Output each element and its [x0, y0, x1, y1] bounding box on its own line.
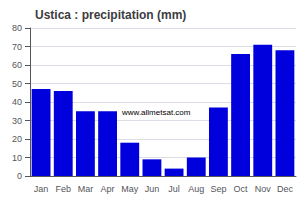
- svg-text:www.allmetsat.com: www.allmetsat.com: [121, 108, 191, 117]
- svg-text:30: 30: [12, 116, 22, 126]
- svg-text:0: 0: [17, 171, 22, 181]
- svg-text:Nov: Nov: [255, 184, 272, 194]
- svg-text:Oct: Oct: [234, 184, 249, 194]
- svg-text:Feb: Feb: [55, 184, 71, 194]
- svg-text:Apr: Apr: [101, 184, 115, 194]
- svg-text:Mar: Mar: [78, 184, 94, 194]
- svg-text:80: 80: [12, 23, 22, 33]
- svg-text:10: 10: [12, 153, 22, 163]
- svg-text:40: 40: [12, 97, 22, 107]
- svg-text:20: 20: [12, 134, 22, 144]
- svg-text:Aug: Aug: [188, 184, 204, 194]
- svg-text:Jun: Jun: [145, 184, 160, 194]
- svg-text:Jan: Jan: [34, 184, 49, 194]
- svg-text:Ustica : precipitation (mm): Ustica : precipitation (mm): [35, 8, 186, 22]
- svg-text:70: 70: [12, 42, 22, 52]
- svg-text:50: 50: [12, 79, 22, 89]
- svg-text:Sep: Sep: [210, 184, 226, 194]
- svg-text:60: 60: [12, 60, 22, 70]
- svg-text:Dec: Dec: [277, 184, 294, 194]
- svg-text:May: May: [121, 184, 139, 194]
- svg-text:Jul: Jul: [168, 184, 180, 194]
